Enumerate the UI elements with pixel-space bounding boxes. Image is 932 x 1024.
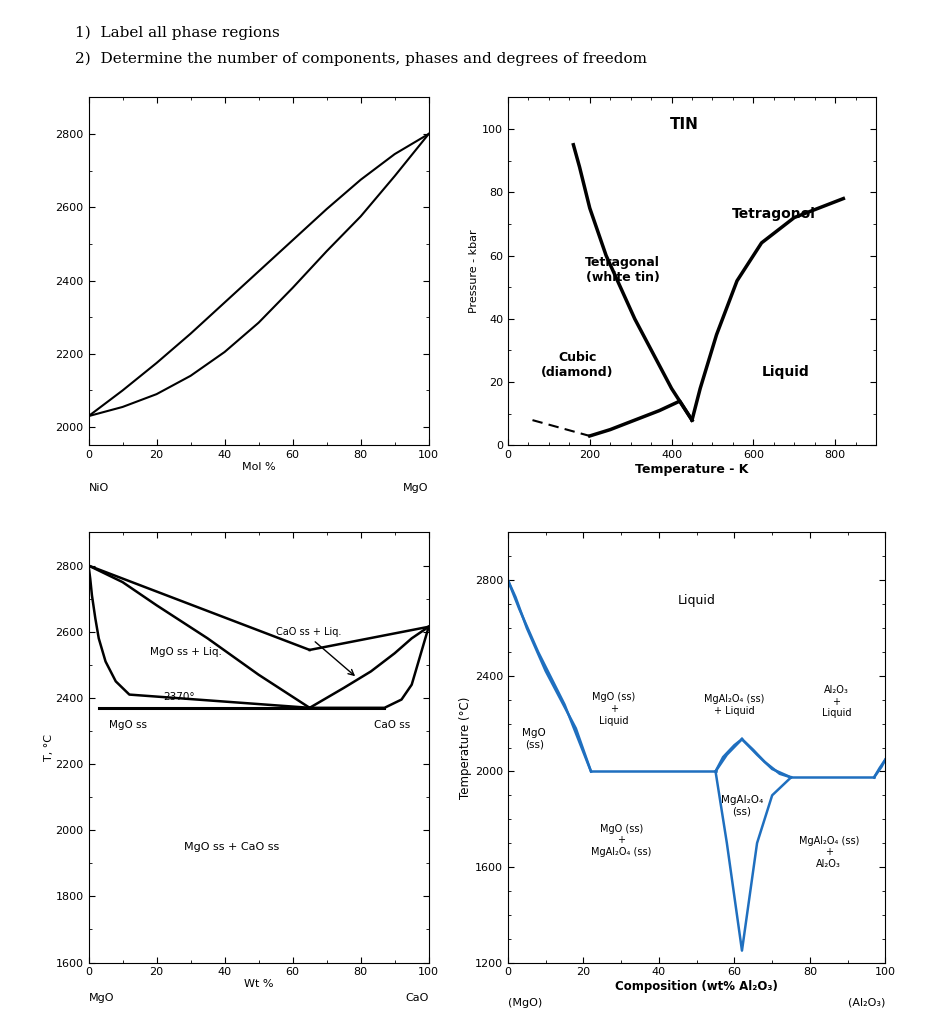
X-axis label: Wt %: Wt % (244, 979, 273, 989)
X-axis label: Composition (wt% Al₂O₃): Composition (wt% Al₂O₃) (615, 980, 778, 993)
Text: CaO: CaO (405, 993, 429, 1004)
Text: (MgO): (MgO) (508, 997, 542, 1008)
Y-axis label: Pressure - kbar: Pressure - kbar (470, 229, 479, 313)
Text: CaO ss + Liq.: CaO ss + Liq. (276, 627, 341, 637)
Y-axis label: T, °C: T, °C (44, 734, 54, 761)
Text: MgO: MgO (404, 482, 429, 493)
Text: MgO ss + Liq.: MgO ss + Liq. (150, 647, 222, 656)
Text: MgO ss: MgO ss (109, 720, 147, 730)
Text: Tetragonal
(white tin): Tetragonal (white tin) (585, 256, 660, 284)
Text: MgO
(ss): MgO (ss) (523, 728, 546, 750)
Text: Tetragonol: Tetragonol (732, 207, 816, 220)
Y-axis label: Temperature (°C): Temperature (°C) (459, 696, 472, 799)
Text: Liquid: Liquid (678, 594, 716, 607)
Text: Cubic
(diamond): Cubic (diamond) (541, 351, 614, 379)
Text: TIN: TIN (669, 117, 698, 132)
Text: MgO (ss)
+
MgAl₂O₄ (ss): MgO (ss) + MgAl₂O₄ (ss) (591, 824, 651, 857)
Text: 2)  Determine the number of components, phases and degrees of freedom: 2) Determine the number of components, p… (75, 51, 647, 66)
Text: MgO: MgO (89, 993, 114, 1004)
X-axis label: Temperature - K: Temperature - K (636, 463, 748, 476)
Text: NiO: NiO (89, 482, 109, 493)
Text: (Al₂O₃): (Al₂O₃) (848, 997, 885, 1008)
Text: MgAl₂O₄ (ss)
+
Al₂O₃: MgAl₂O₄ (ss) + Al₂O₃ (799, 836, 859, 869)
Text: 1)  Label all phase regions: 1) Label all phase regions (75, 26, 280, 40)
X-axis label: Mol %: Mol % (241, 462, 276, 472)
Text: Al₂O₃
+
Liquid: Al₂O₃ + Liquid (822, 685, 851, 719)
Text: MgAl₂O₄ (ss)
+ Liquid: MgAl₂O₄ (ss) + Liquid (705, 694, 764, 716)
Text: Liquid: Liquid (762, 365, 810, 379)
Text: CaO ss: CaO ss (375, 720, 410, 730)
Text: MgAl₂O₄
(ss): MgAl₂O₄ (ss) (720, 795, 763, 816)
Text: MgO ss + CaO ss: MgO ss + CaO ss (184, 842, 279, 852)
Text: 2370°: 2370° (163, 691, 195, 701)
Text: MgO (ss)
+
Liquid: MgO (ss) + Liquid (592, 692, 636, 726)
